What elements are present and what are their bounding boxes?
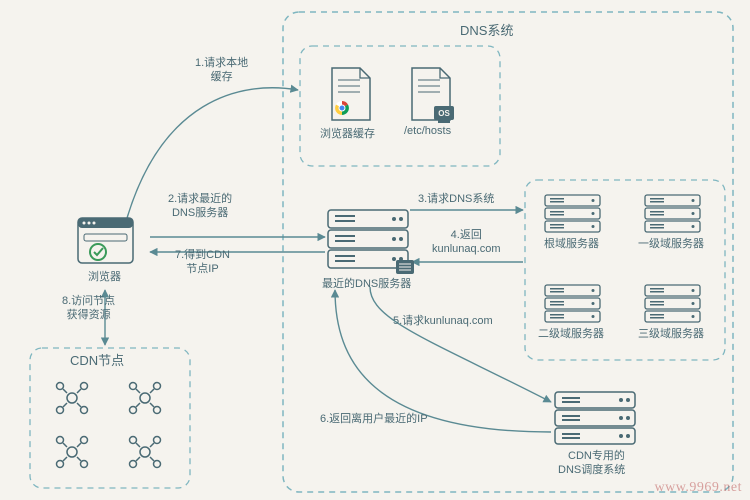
panel-local-cache	[300, 46, 500, 166]
label-e5: 5.请求kunlunaq.com	[393, 314, 493, 328]
cdn-dns-stack-icon	[555, 392, 635, 444]
panel-cdn-title: CDN节点	[70, 350, 124, 369]
label-l3-server: 三级域服务器	[638, 325, 704, 341]
label-l2-server: 二级域服务器	[538, 325, 604, 341]
watermark: www.9969.net	[654, 480, 742, 496]
label-browser-cache: 浏览器缓存	[320, 125, 375, 141]
cluster-icons	[57, 383, 161, 468]
label-e1: 1.请求本地缓存	[195, 56, 248, 85]
label-etc-hosts: /etc/hosts	[404, 125, 451, 137]
edge-5	[370, 287, 551, 402]
label-e8: 8.访问节点获得资源	[62, 294, 115, 323]
file-chrome-icon	[332, 68, 370, 120]
edge-6	[335, 290, 551, 432]
label-root-server: 根域服务器	[544, 235, 599, 251]
label-e6: 6.返回离用户最近的IP	[320, 412, 428, 426]
file-os-icon: OS	[412, 68, 454, 123]
server-minis	[545, 195, 700, 322]
label-e4: 4.返回kunlunaq.com	[432, 228, 501, 257]
label-nearest-dns: 最近的DNS服务器	[322, 275, 411, 291]
label-e3: 3.请求DNS系统	[418, 192, 494, 206]
browser-icon	[78, 218, 133, 263]
svg-text:OS: OS	[438, 109, 450, 118]
label-l1-server: 一级域服务器	[638, 235, 704, 251]
panel-cdn-nodes	[30, 348, 190, 488]
label-browser: 浏览器	[88, 268, 121, 284]
label-cdn-dns-2: DNS调度系统	[558, 461, 625, 477]
panel-dns-title: DNS系统	[460, 20, 513, 39]
label-e2: 2.请求最近的DNS服务器	[168, 192, 232, 221]
server-stack-icon	[328, 210, 414, 274]
label-e7: 7.得到CDN节点IP	[175, 248, 230, 277]
